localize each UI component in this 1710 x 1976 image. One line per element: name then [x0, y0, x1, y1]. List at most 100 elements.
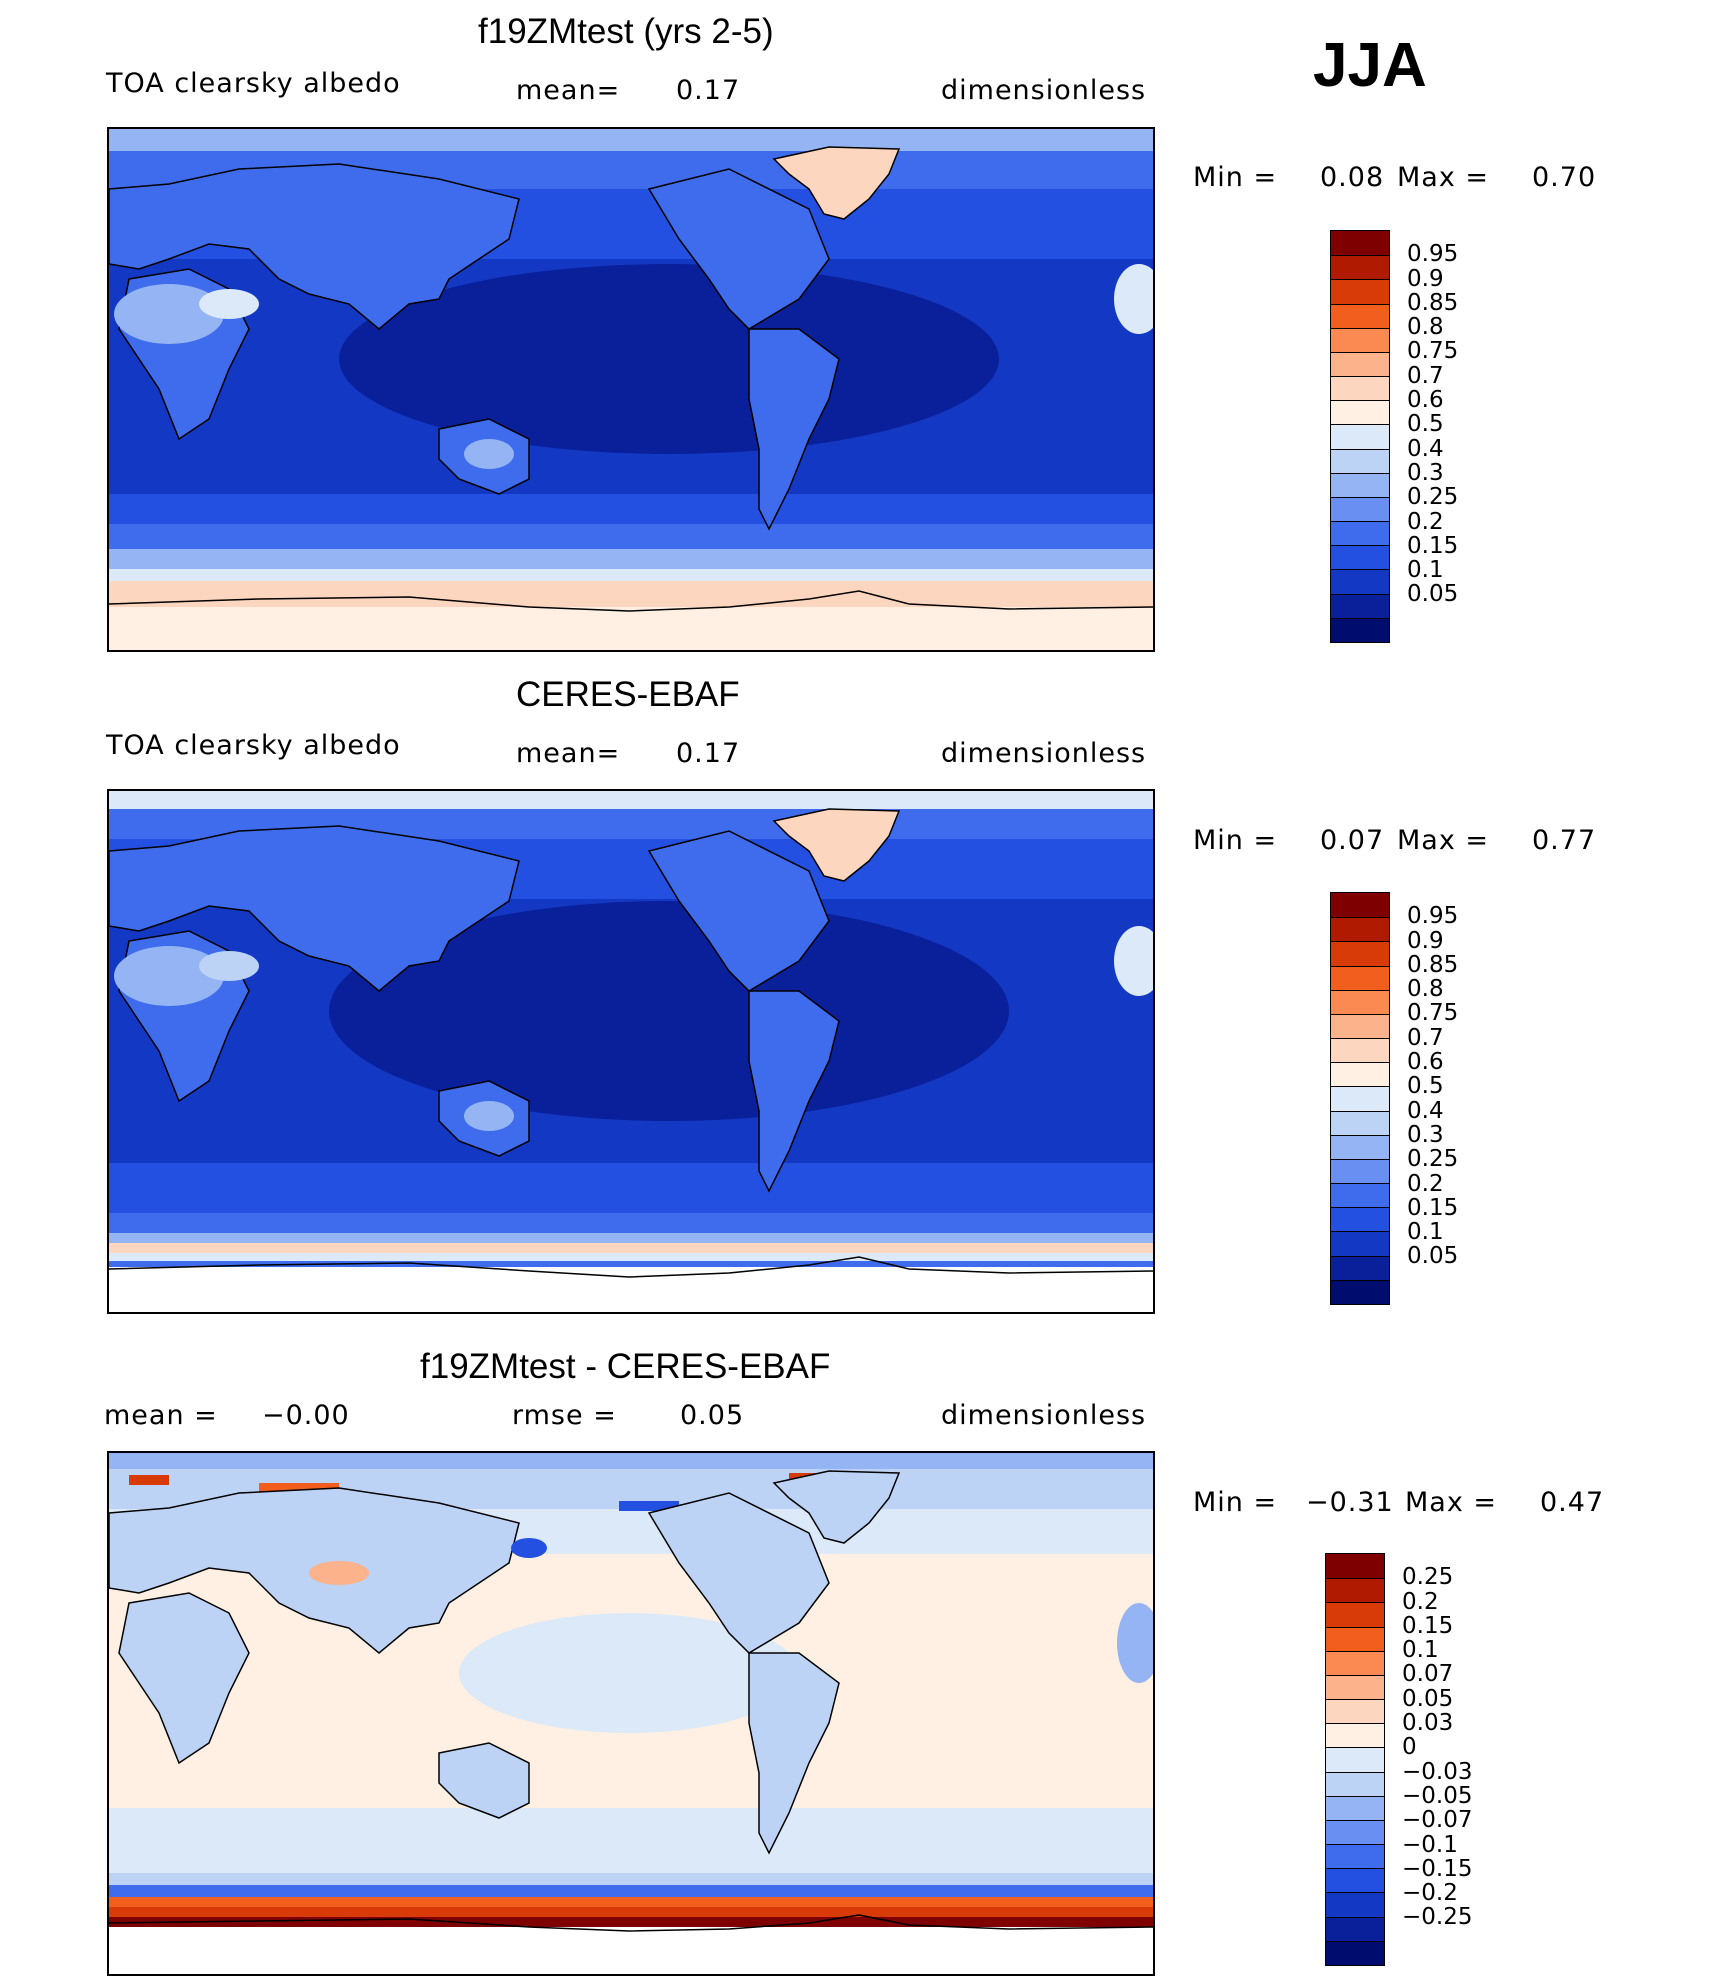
colorbar-tick-label: 0.15	[1407, 532, 1459, 559]
colorbar-segment	[1326, 1626, 1384, 1651]
colorbar-tick-label: 0.9	[1407, 927, 1444, 954]
panel-2-min-label: Min =	[1193, 825, 1278, 856]
colorbar-segment	[1331, 1110, 1389, 1135]
colorbar-tick-label: 0.9	[1407, 265, 1444, 292]
colorbar-segment	[1331, 1013, 1389, 1039]
colorbar-segment	[1326, 1747, 1384, 1772]
colorbar-tick-label: 0.7	[1407, 362, 1444, 389]
colorbar-tick-label: 0.3	[1407, 459, 1444, 486]
colorbar-segment	[1331, 400, 1389, 425]
colorbar-segment	[1331, 327, 1389, 352]
panel-2-variable: TOA clearsky albedo	[106, 730, 401, 761]
colorbar-segment	[1326, 1699, 1384, 1724]
colorbar-tick-label: 0.5	[1407, 411, 1444, 438]
panel-2-min-value: 0.07	[1320, 825, 1385, 856]
colorbar-tick-label: −0.15	[1402, 1855, 1473, 1882]
panel-1-min-value: 0.08	[1320, 162, 1385, 193]
colorbar-segment	[1331, 1279, 1389, 1304]
colorbar-segment	[1326, 1940, 1384, 1965]
colorbar-segment	[1326, 1916, 1384, 1941]
colorbar-tick-label: −0.2	[1402, 1880, 1458, 1907]
colorbar-segment	[1326, 1795, 1384, 1820]
colorbar-segment	[1326, 1650, 1384, 1675]
panel-3-rmse-label: rmse =	[512, 1400, 617, 1431]
colorbar-tick-label: −0.1	[1402, 1831, 1458, 1858]
panel-1-max-value: 0.70	[1532, 162, 1597, 193]
colorbar-tick-label: 0.2	[1407, 508, 1444, 535]
panel-1-variable: TOA clearsky albedo	[106, 68, 401, 99]
colorbar-segment	[1326, 1674, 1384, 1700]
colorbar-tick-label: 0.3	[1407, 1121, 1444, 1148]
colorbar-segment	[1331, 1183, 1389, 1208]
colorbar-tick-label: −0.07	[1402, 1807, 1473, 1834]
colorbar-tick-label: 0.1	[1402, 1637, 1439, 1664]
panel-3-min-value: −0.31	[1306, 1487, 1394, 1518]
panel-2-max-label: Max =	[1397, 825, 1490, 856]
colorbar-tick-label: 0.85	[1407, 951, 1459, 978]
colorbar-segment	[1326, 1771, 1384, 1796]
colorbar-tick-label: 0.25	[1407, 1146, 1459, 1173]
colorbar-segment	[1331, 545, 1389, 570]
colorbar-segment	[1331, 521, 1389, 546]
colorbar-segment	[1331, 255, 1389, 280]
colorbar-tick-label: 0.1	[1407, 557, 1444, 584]
colorbar-tick-label: 0.4	[1407, 1097, 1444, 1124]
season-label: JJA	[1313, 31, 1427, 100]
panel-3-map	[107, 1451, 1155, 1976]
panel-2-max-value: 0.77	[1532, 825, 1597, 856]
colorbar-tick-label: 0.07	[1402, 1661, 1454, 1688]
colorbar-tick-label: 0.85	[1407, 289, 1459, 316]
panel-1-title: f19ZMtest (yrs 2-5)	[478, 12, 774, 51]
panel-2-map	[107, 789, 1155, 1314]
colorbar-segment	[1331, 917, 1389, 942]
colorbar-tick-label: 0.05	[1407, 1243, 1459, 1270]
panel-1-max-label: Max =	[1397, 162, 1490, 193]
colorbar-segment	[1326, 1819, 1384, 1845]
colorbar-segment	[1326, 1578, 1384, 1603]
panel-1-mean-value: 0.17	[676, 75, 741, 106]
panel-2-colorbar	[1330, 892, 1390, 1305]
colorbar-segment	[1331, 989, 1389, 1014]
colorbar-segment	[1326, 1844, 1384, 1869]
panel-2-mean-label: mean=	[516, 738, 621, 769]
colorbar-tick-label: 0.15	[1402, 1612, 1454, 1639]
colorbar-segment	[1331, 1062, 1389, 1087]
panel-3-title: f19ZMtest - CERES-EBAF	[420, 1347, 831, 1386]
colorbar-segment	[1326, 1554, 1384, 1579]
panel-1-colorbar	[1330, 230, 1390, 643]
colorbar-tick-label: 0.2	[1402, 1588, 1439, 1615]
colorbar-segment	[1331, 1207, 1389, 1232]
colorbar-segment	[1326, 1892, 1384, 1917]
colorbar-segment	[1331, 1231, 1389, 1256]
panel-2-title: CERES-EBAF	[516, 675, 740, 714]
colorbar-segment	[1331, 496, 1389, 522]
colorbar-segment	[1331, 617, 1389, 642]
colorbar-tick-label: 0.75	[1407, 1000, 1459, 1027]
colorbar-tick-label: 0.8	[1407, 314, 1444, 341]
colorbar-segment	[1331, 1038, 1389, 1063]
colorbar-segment	[1331, 303, 1389, 328]
colorbar-segment	[1331, 593, 1389, 618]
colorbar-tick-label: 0.8	[1407, 976, 1444, 1003]
panel-3-map-field	[109, 1453, 1153, 1974]
colorbar-tick-label: 0.1	[1407, 1219, 1444, 1246]
colorbar-segment	[1326, 1723, 1384, 1748]
panel-1-min-label: Min =	[1193, 162, 1278, 193]
panel-3-units: dimensionless	[941, 1400, 1147, 1431]
colorbar-tick-label: 0.5	[1407, 1073, 1444, 1100]
colorbar-tick-label: 0.4	[1407, 435, 1444, 462]
colorbar-segment	[1331, 1158, 1389, 1184]
panel-1-mean-label: mean=	[516, 75, 621, 106]
colorbar-tick-label: 0.05	[1407, 581, 1459, 608]
panel-1-units: dimensionless	[941, 75, 1147, 106]
panel-2-units: dimensionless	[941, 738, 1147, 769]
colorbar-tick-label: 0.25	[1407, 484, 1459, 511]
colorbar-tick-label: 0	[1402, 1734, 1417, 1761]
colorbar-tick-label: 0.7	[1407, 1024, 1444, 1051]
colorbar-segment	[1331, 1134, 1389, 1159]
colorbar-segment	[1326, 1602, 1384, 1627]
colorbar-segment	[1331, 1255, 1389, 1280]
colorbar-segment	[1331, 893, 1389, 918]
panel-3-rmse-value: 0.05	[680, 1400, 745, 1431]
colorbar-tick-label: −0.25	[1402, 1904, 1473, 1931]
